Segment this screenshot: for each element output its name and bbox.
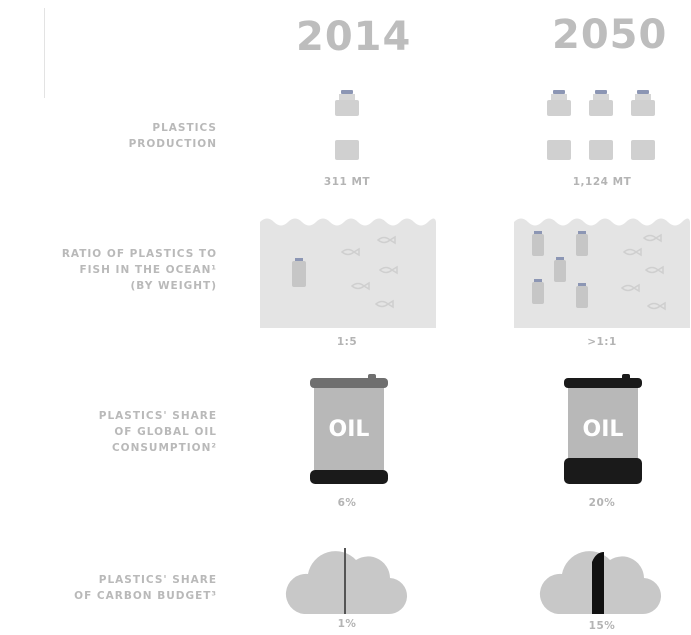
ocean-icon-right	[514, 218, 690, 328]
divider-line	[44, 8, 45, 98]
row-label-oil: PLASTICS' SHARE OF GLOBAL OIL CONSUMPTIO…	[98, 410, 217, 454]
ratio-value-left: 1:5	[336, 336, 358, 348]
plastic-block-icon	[335, 140, 359, 160]
oil-value-left: 6%	[337, 497, 357, 509]
fish-icon	[340, 235, 398, 309]
cloud-icon-right	[539, 551, 662, 615]
fish-icon	[620, 233, 666, 311]
oil-value-right: 20%	[588, 497, 616, 509]
oil-barrel-label: OIL	[329, 417, 370, 442]
ratio-value-right: >1:1	[587, 336, 617, 348]
row-label-ratio: RATIO OF PLASTICS TO FISH IN THE OCEAN¹ …	[61, 248, 217, 292]
production-value-right: 1,124 MT	[572, 176, 632, 188]
year-heading-right: 2050	[552, 12, 668, 58]
ocean-icon-left	[260, 218, 436, 328]
cloud-icon-left	[285, 548, 408, 615]
plastic-bottle-icon	[335, 90, 359, 116]
carbon-value-left: 1%	[337, 618, 357, 630]
row-label-production: PLASTICS PRODUCTION	[128, 122, 217, 150]
row-label-carbon: PLASTICS' SHARE OF CARBON BUDGET³	[74, 574, 217, 602]
oil-barrel-icon-left: OIL	[310, 374, 388, 484]
plastic-bottle-icon	[631, 90, 655, 160]
oil-barrel-label: OIL	[583, 417, 624, 442]
production-icon-left	[335, 90, 359, 160]
plastic-bottle-icon	[589, 90, 613, 160]
plastic-bottle-icon	[292, 258, 306, 287]
year-heading-left: 2014	[296, 14, 412, 60]
production-icon-right	[547, 90, 655, 160]
plastic-bottle-icon	[532, 234, 588, 308]
production-value-left: 311 MT	[323, 176, 371, 188]
oil-barrel-icon-right: OIL	[564, 374, 642, 484]
carbon-value-right: 15%	[588, 620, 616, 632]
plastic-bottle-icon	[547, 90, 571, 160]
